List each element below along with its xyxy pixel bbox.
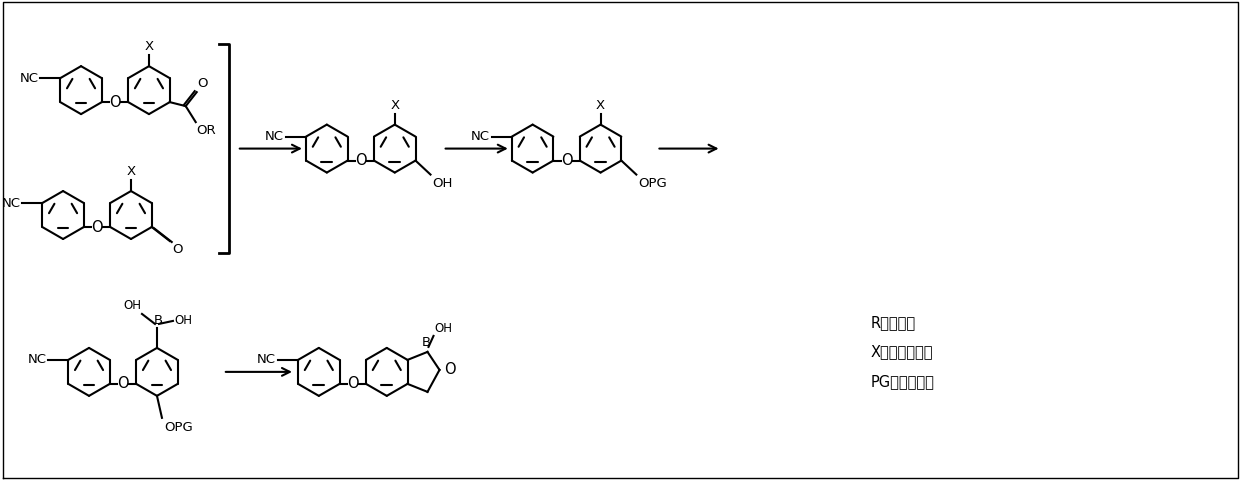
- Text: NC: NC: [27, 353, 46, 366]
- Text: OH: OH: [434, 322, 453, 335]
- Text: O: O: [172, 243, 184, 256]
- Text: OH: OH: [433, 177, 453, 190]
- Text: O: O: [444, 362, 456, 377]
- Text: X: X: [596, 98, 605, 112]
- Text: O: O: [92, 219, 103, 235]
- Text: O: O: [109, 95, 120, 109]
- Text: NC: NC: [265, 130, 284, 143]
- Text: OR: OR: [197, 124, 216, 137]
- Text: X: X: [126, 165, 135, 178]
- Text: O: O: [560, 153, 573, 168]
- Text: R代表烷基
X代表渴或熘；
PG代表保护基: R代表烷基 X代表渴或熘； PG代表保护基: [870, 315, 934, 389]
- Text: OPG: OPG: [164, 421, 192, 434]
- Text: B: B: [154, 314, 162, 327]
- Text: O: O: [197, 77, 208, 90]
- Text: O: O: [118, 376, 129, 391]
- Text: X: X: [144, 40, 154, 53]
- Text: OPG: OPG: [639, 177, 667, 190]
- Text: NC: NC: [471, 130, 490, 143]
- Text: O: O: [355, 153, 367, 168]
- Text: X: X: [391, 98, 399, 112]
- Text: OH: OH: [123, 299, 141, 312]
- Text: NC: NC: [1, 196, 20, 210]
- Text: B: B: [422, 336, 432, 349]
- Text: NC: NC: [257, 353, 277, 366]
- Text: NC: NC: [20, 72, 38, 84]
- Text: O: O: [347, 376, 358, 391]
- Text: OH: OH: [174, 314, 192, 327]
